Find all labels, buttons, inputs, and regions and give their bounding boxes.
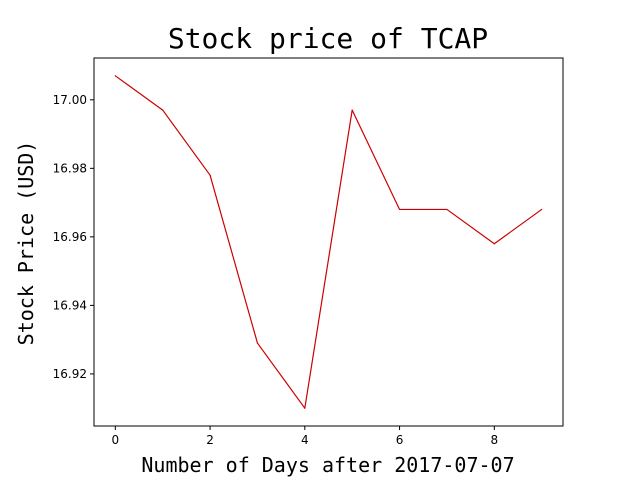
y-axis-ticks: 16.92 16.94 16.96 16.98 17.00 xyxy=(53,93,94,381)
data-point xyxy=(351,109,353,111)
data-point xyxy=(446,208,448,211)
y-tick-label: 16.92 xyxy=(53,367,87,381)
y-tick-label: 17.00 xyxy=(53,93,87,107)
chart-title: Stock price of TCAP xyxy=(168,22,488,55)
data-point xyxy=(209,174,211,176)
y-tick-label: 16.98 xyxy=(53,161,87,175)
series-line xyxy=(114,75,543,409)
y-tick-label: 16.94 xyxy=(53,298,87,312)
data-point xyxy=(541,208,543,211)
data-point xyxy=(304,407,306,409)
data-point xyxy=(256,342,259,344)
plot-area: 0 2 4 6 8 16.92 16.94 16.96 16.98 17.00 xyxy=(53,57,564,447)
plot-frame xyxy=(93,57,564,427)
x-tick-label: 6 xyxy=(396,433,404,447)
data-point xyxy=(398,208,401,211)
series-group xyxy=(114,75,543,409)
y-axis-label: Stock Price (USD) xyxy=(14,141,38,346)
y-tick-label: 16.96 xyxy=(53,230,87,244)
x-tick-label: 4 xyxy=(301,433,309,447)
x-tick-label: 8 xyxy=(490,433,498,447)
data-point xyxy=(114,75,116,77)
data-point xyxy=(162,109,164,111)
x-axis-ticks: 0 2 4 6 8 xyxy=(111,426,498,447)
x-axis-label: Number of Days after 2017-07-07 xyxy=(141,453,514,477)
x-tick-label: 0 xyxy=(111,433,119,447)
data-point xyxy=(493,243,495,245)
x-tick-label: 2 xyxy=(206,433,214,447)
